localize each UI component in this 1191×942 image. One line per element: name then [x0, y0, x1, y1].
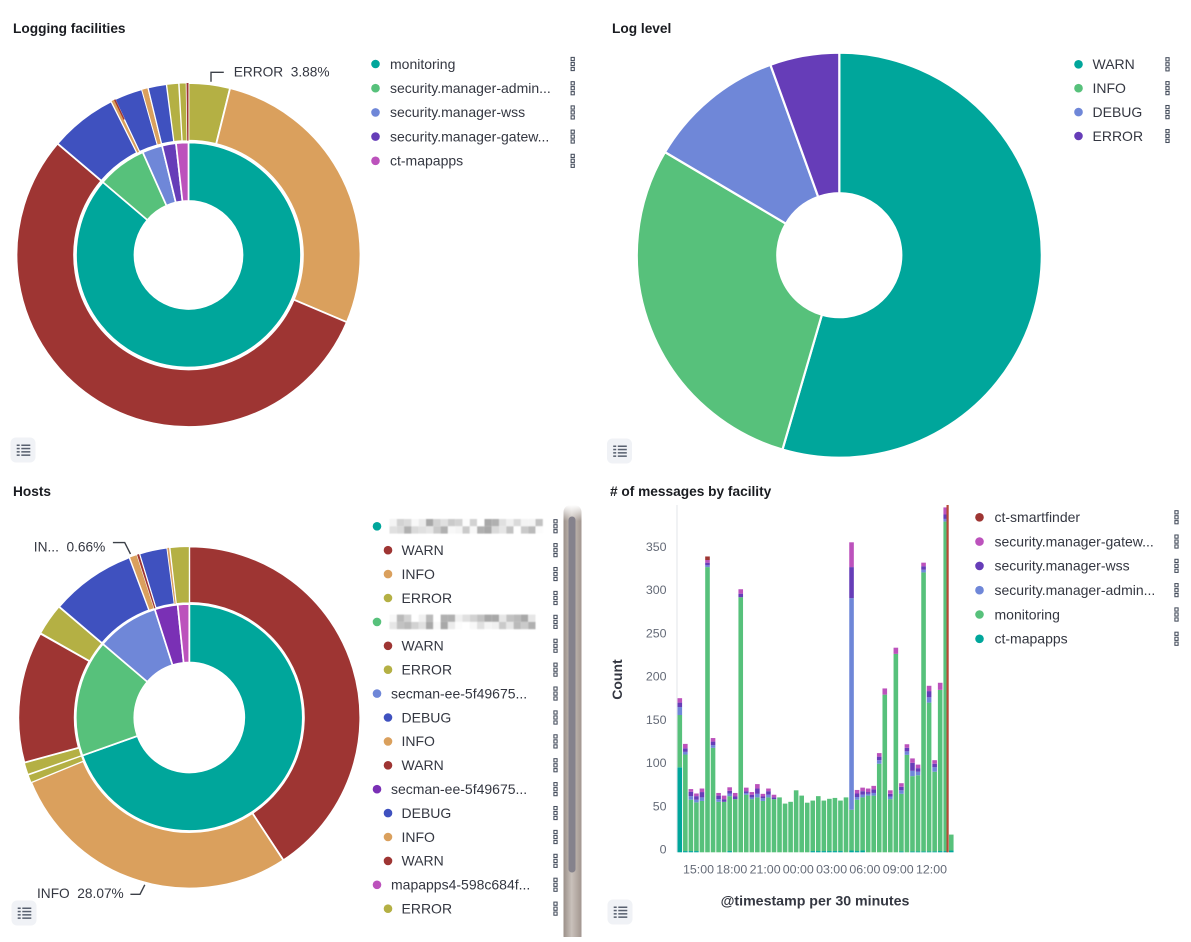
svg-text:security.manager-wss: security.manager-wss — [390, 104, 525, 120]
svg-text:18:00: 18:00 — [716, 862, 747, 876]
svg-text:200: 200 — [646, 670, 667, 684]
svg-text:ct-smartfinder: ct-smartfinder — [995, 509, 1081, 525]
svg-text:ERROR: ERROR — [402, 901, 453, 917]
svg-text:DEBUG: DEBUG — [1093, 104, 1143, 120]
svg-text:monitoring: monitoring — [995, 606, 1060, 622]
svg-text:INFO: INFO — [1093, 80, 1127, 96]
svg-text:WARN: WARN — [402, 638, 444, 654]
svg-text:monitoring: monitoring — [390, 56, 455, 72]
svg-text:250: 250 — [646, 627, 667, 641]
svg-text:ct-mapapps: ct-mapapps — [390, 153, 463, 169]
svg-text:300: 300 — [646, 583, 667, 597]
svg-text:WARN: WARN — [1093, 56, 1135, 72]
svg-text:security.manager-gatew...: security.manager-gatew... — [995, 533, 1154, 549]
svg-text:security.manager-wss: security.manager-wss — [995, 558, 1130, 574]
svg-text:WARN: WARN — [402, 853, 444, 869]
svg-text:100: 100 — [646, 756, 667, 770]
svg-text:Count: Count — [609, 659, 625, 700]
svg-text:0: 0 — [660, 843, 667, 857]
svg-text:Logging facilities: Logging facilities — [13, 21, 126, 36]
svg-text:Log level: Log level — [612, 21, 671, 36]
svg-text:ERROR: ERROR — [402, 662, 453, 678]
svg-text:09:00: 09:00 — [883, 862, 914, 876]
svg-text:mapapps4-598c684f...: mapapps4-598c684f... — [391, 877, 530, 893]
svg-text:ERROR: ERROR — [402, 590, 453, 606]
svg-text:50: 50 — [653, 799, 667, 813]
svg-text:secman-ee-5f49675...: secman-ee-5f49675... — [391, 685, 527, 701]
svg-text:350: 350 — [646, 540, 667, 554]
svg-text:INFO: INFO — [402, 829, 436, 845]
svg-text:INFO: INFO — [402, 733, 436, 749]
svg-text:WARN: WARN — [402, 757, 444, 773]
svg-text:12:00: 12:00 — [916, 862, 947, 876]
svg-text:IN... 0.66%: IN... 0.66% — [34, 540, 106, 555]
svg-text:INFO: INFO — [402, 566, 436, 582]
svg-text:ERROR: ERROR — [1093, 128, 1144, 144]
svg-text:WARN: WARN — [402, 542, 444, 558]
svg-text:security.manager-gatew...: security.manager-gatew... — [390, 128, 549, 144]
svg-text:00:00: 00:00 — [783, 862, 814, 876]
svg-text:security.manager-admin...: security.manager-admin... — [390, 80, 551, 96]
svg-text:06:00: 06:00 — [849, 862, 880, 876]
svg-text:INFO 28.07%: INFO 28.07% — [37, 886, 124, 901]
svg-text:DEBUG: DEBUG — [402, 709, 452, 725]
svg-text:secman-ee-5f49675...: secman-ee-5f49675... — [391, 781, 527, 797]
svg-text:Hosts: Hosts — [13, 484, 51, 499]
svg-text:21:00: 21:00 — [750, 862, 781, 876]
svg-text:03:00: 03:00 — [816, 862, 847, 876]
svg-text:# of messages by facility: # of messages by facility — [610, 484, 772, 499]
svg-text:ct-mapapps: ct-mapapps — [995, 631, 1068, 647]
svg-text:150: 150 — [646, 713, 667, 727]
svg-text:ERROR 3.88%: ERROR 3.88% — [234, 65, 330, 80]
svg-text:@timestamp per 30 minutes: @timestamp per 30 minutes — [721, 894, 910, 910]
svg-text:security.manager-admin...: security.manager-admin... — [995, 582, 1156, 598]
svg-text:15:00: 15:00 — [683, 862, 714, 876]
svg-text:DEBUG: DEBUG — [402, 805, 452, 821]
